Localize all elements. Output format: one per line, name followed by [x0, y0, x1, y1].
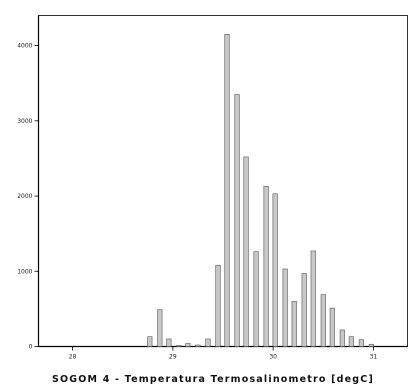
x-tick-label: 31 — [370, 354, 378, 361]
histogram-bar-2 — [166, 338, 172, 347]
histogram-bar-11 — [253, 251, 259, 347]
x-axis-title: SOGOM 4 - Temperatura Termosalinometro [… — [52, 374, 374, 385]
x-tick-label: 30 — [269, 354, 277, 361]
histogram-bar-5 — [195, 344, 201, 347]
histogram-bar-0 — [147, 336, 153, 347]
y-tick-label: 1000 — [17, 268, 32, 275]
histogram-bar-4 — [185, 343, 191, 347]
histogram-bar-6 — [205, 338, 211, 347]
histogram-bar-13 — [272, 193, 278, 347]
histogram-bar-9 — [234, 94, 240, 347]
histogram-bar-12 — [263, 185, 269, 347]
histogram-bar-16 — [301, 273, 307, 347]
x-tick-label: 28 — [69, 354, 77, 361]
y-tick-label: 2000 — [17, 193, 32, 200]
y-tick-label: 0 — [29, 344, 33, 351]
x-tick-label: 29 — [169, 354, 177, 361]
histogram-bar-23 — [368, 343, 374, 347]
histogram-bar-1 — [157, 309, 163, 347]
histogram-bar-7 — [215, 264, 221, 347]
y-tick-label: 4000 — [17, 43, 32, 50]
histogram-bar-15 — [291, 301, 297, 347]
histogram-bar-10 — [243, 156, 249, 347]
histogram-bar-19 — [329, 307, 335, 347]
histogram-bar-8 — [224, 34, 230, 347]
histogram-bar-21 — [348, 336, 354, 347]
histogram-bar-14 — [282, 268, 288, 347]
bars-group — [147, 34, 374, 347]
y-ticks-group: 0 1000 2000 3000 4000 — [17, 43, 39, 351]
histogram-bar-22 — [358, 339, 364, 347]
histogram-bar-3 — [176, 345, 182, 347]
histogram-bar-18 — [320, 294, 326, 347]
plot-frame — [38, 15, 408, 347]
y-tick-label: 3000 — [17, 118, 32, 125]
histogram-bar-20 — [339, 329, 345, 347]
histogram-bar-17 — [310, 250, 316, 347]
x-ticks-group: 28 29 30 31 — [69, 346, 378, 361]
